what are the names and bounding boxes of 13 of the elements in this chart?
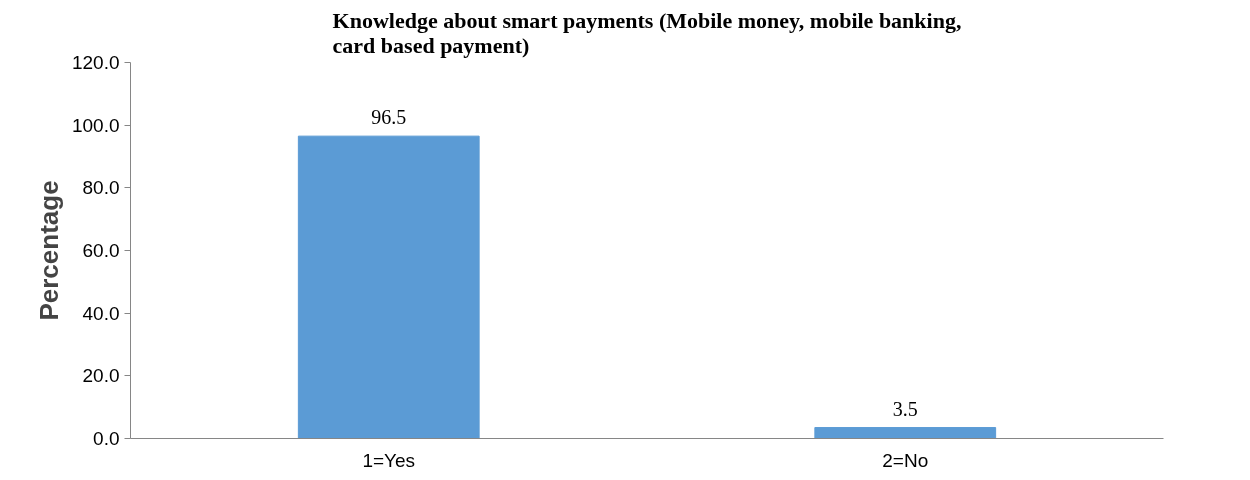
data-label: 96.5: [371, 106, 407, 129]
y-tick-label: 0.0: [93, 428, 120, 449]
y-tick-label: 60.0: [82, 240, 120, 261]
y-tick-label: 100.0: [71, 114, 120, 136]
y-tick-label: 20.0: [82, 365, 120, 387]
x-tick-label: 2=No: [882, 449, 929, 471]
y-tick-label: 120.0: [71, 52, 120, 73]
x-tick-label: 1=Yes: [362, 449, 416, 471]
y-tick-label: 40.0: [82, 302, 120, 324]
data-label: 3.5: [892, 397, 918, 420]
y-tick-label: 80.0: [82, 177, 120, 199]
y-axis-title: Percentage: [33, 180, 64, 321]
chart-title: Knowledge about smart payments (Mobile money, mobile banking, card based payment): [332, 7, 962, 58]
